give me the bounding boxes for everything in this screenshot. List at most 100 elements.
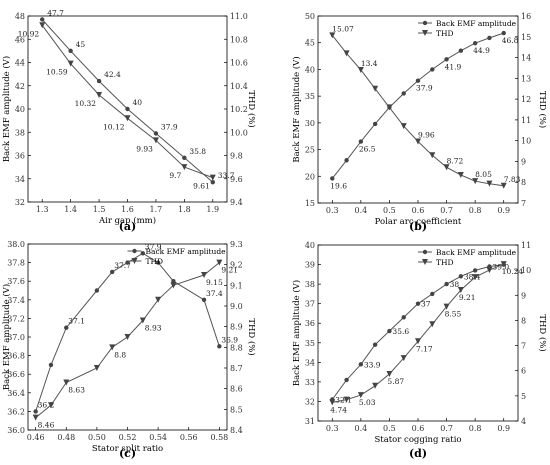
y2-tick-label: 10.2 [230,105,248,114]
x-tick-label: 0.9 [497,424,510,433]
data-label: 5.87 [387,377,404,386]
data-point-thd [47,402,54,409]
data-point-thd [415,338,421,345]
series-line-thd [35,262,220,418]
y-axis-label: Back EMF amplitude (V) [291,280,302,386]
data-point-emf [109,269,115,275]
data-point-thd [67,60,74,67]
y2-tick-label: 6 [521,367,526,376]
y-tick-label: 38 [305,280,315,289]
data-point-emf [444,57,449,62]
x-tick-label: 0.6 [412,424,425,433]
y-tick-label: 42 [15,82,25,91]
x-axis-label: Air gap (mm) [98,215,156,226]
data-label: 41.9 [445,62,462,71]
legend-label: Back EMF amplitude [436,248,517,257]
y-tick-label: 35 [305,339,315,348]
y-tick-label: 45 [305,39,315,48]
y2-tick-label: 9.4 [230,198,243,207]
data-label: 37.4 [206,289,223,298]
data-point-emf [372,342,378,347]
data-point-emf [330,176,335,181]
data-point-emf [472,41,478,46]
x-tick-label: 1.7 [150,205,163,214]
y-tick-label: 36.2 [7,407,25,416]
data-label: 8.93 [145,323,162,332]
data-point-thd [457,287,464,294]
chart-panel-a: 1.3 1.4 1.5 1.6 1.7 1.8 1.9 32 34 36 38 40 42 44 46 48 9… [1,8,257,233]
y2-tick-label: 8.8 [230,343,243,352]
data-label: 40 [133,98,143,107]
data-point-thd [457,171,464,178]
data-point-emf [401,315,406,320]
x-tick-label: 1.9 [206,205,219,214]
y2-tick-label: 10.4 [230,82,248,91]
data-point-thd [155,296,162,303]
data-point-thd [109,344,116,351]
data-point-thd [201,272,208,278]
y2-tick-label: 9.0 [230,302,243,311]
data-point-emf [125,106,130,112]
data-label: 8.55 [445,310,462,319]
legend-marker-circle [422,249,428,255]
x-tick-label: 1.3 [36,205,49,214]
y-tick-label: 36.8 [7,352,25,361]
data-point-emf [201,297,207,302]
data-point-emf [401,91,406,96]
y-tick-label: 33 [305,378,315,387]
data-point-thd [152,137,159,144]
legend-marker-triangle [422,259,428,265]
data-label: 8.46 [38,421,55,430]
data-point-thd [32,414,39,421]
x-tick-label: 0.4 [354,206,367,215]
data-point-emf [344,377,349,383]
x-tick-label: 0.7 [440,424,453,433]
y2-tick-label: 16 [521,12,531,21]
data-point-emf [210,180,215,185]
data-point-thd [400,355,407,362]
y-axis-label: Back EMF amplitude (V) [1,56,12,162]
data-point-emf [387,328,392,334]
y-tick-label: 30 [305,119,315,128]
legend-marker-circle [422,20,428,26]
data-point-emf [68,48,73,54]
data-label: 35.6 [392,327,409,336]
data-label: 8.05 [475,170,492,179]
x-tick-label: 0.56 [180,433,198,442]
x-axis-label: Polar arc coefficient [375,217,462,227]
data-point-thd [486,267,493,274]
data-point-emf [458,48,464,53]
y2-tick-label: 9.1 [230,281,243,290]
x-tick-label: 1.4 [64,205,77,214]
series-line-emf [41,19,214,183]
y-tick-label: 38 [15,128,25,137]
data-label: 47.7 [47,8,64,17]
data-label: 38.4 [464,272,481,281]
data-label: 9.93 [136,144,153,153]
x-tick-label: 0.8 [469,424,482,433]
data-label: 8.72 [447,156,464,165]
data-point-thd [124,115,131,122]
y-tick-label: 34 [15,175,25,184]
legend-label: THD [146,257,164,266]
data-label: 7.83 [504,175,521,184]
x-tick-label: 0.58 [210,433,228,442]
data-point-thd [170,282,177,289]
y-tick-label: 48 [15,12,25,21]
data-point-thd [329,32,336,39]
data-point-emf [358,139,364,144]
y2-tick-label: 11.0 [230,12,248,21]
data-label: 26.5 [359,145,376,154]
data-label: 37.9 [161,122,178,131]
x-tick-label: 0.52 [119,433,137,442]
legend-label: Back EMF amplitude [146,247,227,256]
x-tick-label: 0.7 [440,206,453,215]
y2-tick-label: 9 [521,291,526,300]
data-point-emf [64,325,69,330]
data-label: 10.12 [103,122,125,131]
x-tick-label: 1.8 [178,205,191,214]
data-point-thd [63,379,70,386]
data-point-emf [96,78,102,84]
data-point-thd [209,174,216,181]
y2-tick-label: 13 [521,74,531,83]
